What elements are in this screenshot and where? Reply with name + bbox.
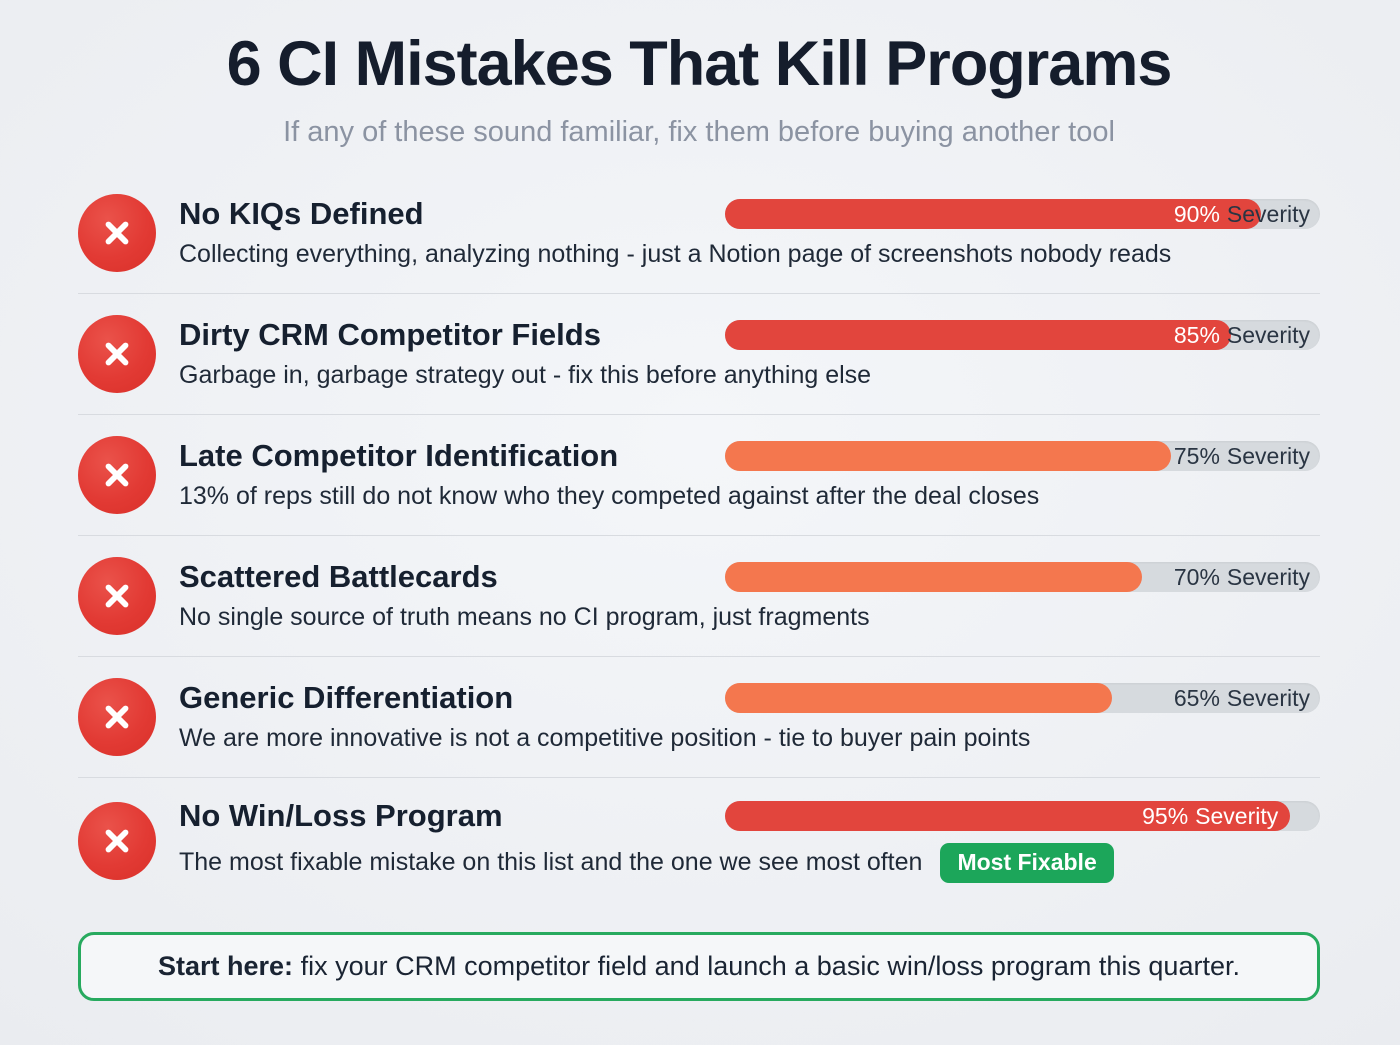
severity-label: 70% Severity [1174, 562, 1310, 592]
mistake-header-line: Late Competitor Identification 75% Severi… [179, 437, 1320, 474]
severity-bar-fill [725, 562, 1142, 592]
severity-bar-fill [725, 683, 1112, 713]
mistake-body: Dirty CRM Competitor Fields 85% Severity … [179, 316, 1320, 391]
mistake-description-line: No single source of truth means no CI pr… [179, 603, 1320, 632]
mistake-title: Dirty CRM Competitor Fields [179, 316, 601, 352]
start-here-lead: Start here: [158, 950, 294, 981]
mistake-body: Generic Differentiation 65% Severity We a… [179, 679, 1320, 754]
severity-bar: 95% Severity [725, 801, 1320, 832]
error-x-icon [78, 315, 156, 393]
infographic-canvas: 6 CI Mistakes That Kill Programs If any … [0, 28, 1400, 1045]
mistake-row: Generic Differentiation 65% Severity We a… [78, 656, 1320, 777]
mistake-description-line: We are more innovative is not a competit… [179, 724, 1320, 753]
mistake-description-line: 13% of reps still do not know who they c… [179, 482, 1320, 511]
severity-bar-fill [725, 320, 1231, 350]
mistake-description: 13% of reps still do not know who they c… [179, 482, 1040, 511]
severity-bar: 70% Severity [725, 562, 1320, 592]
severity-word: Severity [1226, 201, 1310, 227]
mistake-title: No KIQs Defined [179, 195, 424, 231]
error-x-icon [78, 557, 156, 635]
mistake-description: The most fixable mistake on this list an… [179, 848, 923, 877]
mistake-description-line: The most fixable mistake on this list an… [179, 842, 1320, 883]
mistake-title: Scattered Battlecards [179, 558, 498, 594]
page-subtitle: If any of these sound familiar, fix them… [283, 116, 1115, 148]
mistake-body: No Win/Loss Program 95% Severity The most… [179, 798, 1320, 883]
mistake-row: Scattered Battlecards 70% Severity No sin… [78, 535, 1320, 656]
mistake-title: No Win/Loss Program [179, 798, 503, 833]
severity-bar: 75% Severity [725, 441, 1320, 471]
mistake-header-line: Scattered Battlecards 70% Severity [179, 558, 1320, 595]
severity-word: Severity [1195, 803, 1279, 830]
error-x-icon [78, 436, 156, 514]
severity-word: Severity [1226, 443, 1310, 469]
mistake-body: Scattered Battlecards 70% Severity No sin… [179, 558, 1320, 633]
page-title: 6 CI Mistakes That Kill Programs [226, 29, 1173, 99]
severity-label: 75% Severity [1174, 441, 1310, 471]
mistake-header-line: No Win/Loss Program 95% Severity [179, 798, 1320, 834]
most-fixable-badge: Most Fixable [940, 842, 1114, 883]
mistake-row: No KIQs Defined 90% Severity Collecting e… [78, 173, 1320, 293]
severity-bar: 85% Severity [725, 320, 1320, 350]
mistakes-list: No KIQs Defined 90% Severity Collecting e… [78, 173, 1320, 904]
severity-bar-fill [725, 441, 1172, 471]
mistake-description-line: Garbage in, garbage strategy out - fix t… [179, 361, 1320, 390]
mistake-description: Collecting everything, analyzing nothing… [179, 240, 1172, 269]
severity-label: 85% Severity [1174, 320, 1310, 350]
mistake-title: Late Competitor Identification [179, 437, 619, 473]
severity-percent: 65% [1173, 685, 1220, 711]
severity-label: 90% Severity [1174, 199, 1310, 229]
start-here-callout: Start here: fix your CRM competitor fiel… [78, 931, 1320, 1001]
severity-percent: 75% [1173, 443, 1220, 469]
mistake-description-line: Collecting everything, analyzing nothing… [179, 240, 1320, 269]
mistake-header-line: Generic Differentiation 65% Severity [179, 679, 1320, 716]
severity-percent: 90% [1173, 201, 1220, 227]
mistake-row: No Win/Loss Program 95% Severity The most… [78, 777, 1320, 904]
severity-percent: 85% [1173, 322, 1220, 348]
severity-word: Severity [1226, 322, 1310, 348]
severity-label: 65% Severity [1174, 683, 1310, 713]
error-x-icon [78, 678, 156, 756]
error-x-icon [78, 801, 156, 880]
severity-percent: 95% [1142, 803, 1189, 830]
mistake-description: Garbage in, garbage strategy out - fix t… [179, 361, 872, 390]
start-here-text: fix your CRM competitor field and launch… [300, 950, 1240, 981]
severity-word: Severity [1226, 564, 1310, 590]
mistake-title: Generic Differentiation [179, 679, 514, 715]
mistake-description: We are more innovative is not a competit… [179, 724, 1031, 753]
mistake-header-line: Dirty CRM Competitor Fields 85% Severity [179, 316, 1320, 353]
severity-label: 95% Severity [1142, 801, 1278, 831]
mistake-body: No KIQs Defined 90% Severity Collecting e… [179, 195, 1320, 270]
severity-word: Severity [1226, 685, 1310, 711]
severity-bar-fill [725, 801, 1291, 832]
mistake-row: Dirty CRM Competitor Fields 85% Severity … [78, 293, 1320, 414]
severity-bar: 90% Severity [725, 199, 1320, 229]
severity-percent: 70% [1173, 564, 1220, 590]
mistake-header-line: No KIQs Defined 90% Severity [179, 195, 1320, 232]
mistake-row: Late Competitor Identification 75% Severi… [78, 414, 1320, 535]
mistake-body: Late Competitor Identification 75% Severi… [179, 437, 1320, 512]
mistake-description: No single source of truth means no CI pr… [179, 603, 870, 632]
severity-bar-fill [725, 199, 1261, 229]
error-x-icon [78, 194, 156, 272]
severity-bar: 65% Severity [725, 683, 1320, 713]
